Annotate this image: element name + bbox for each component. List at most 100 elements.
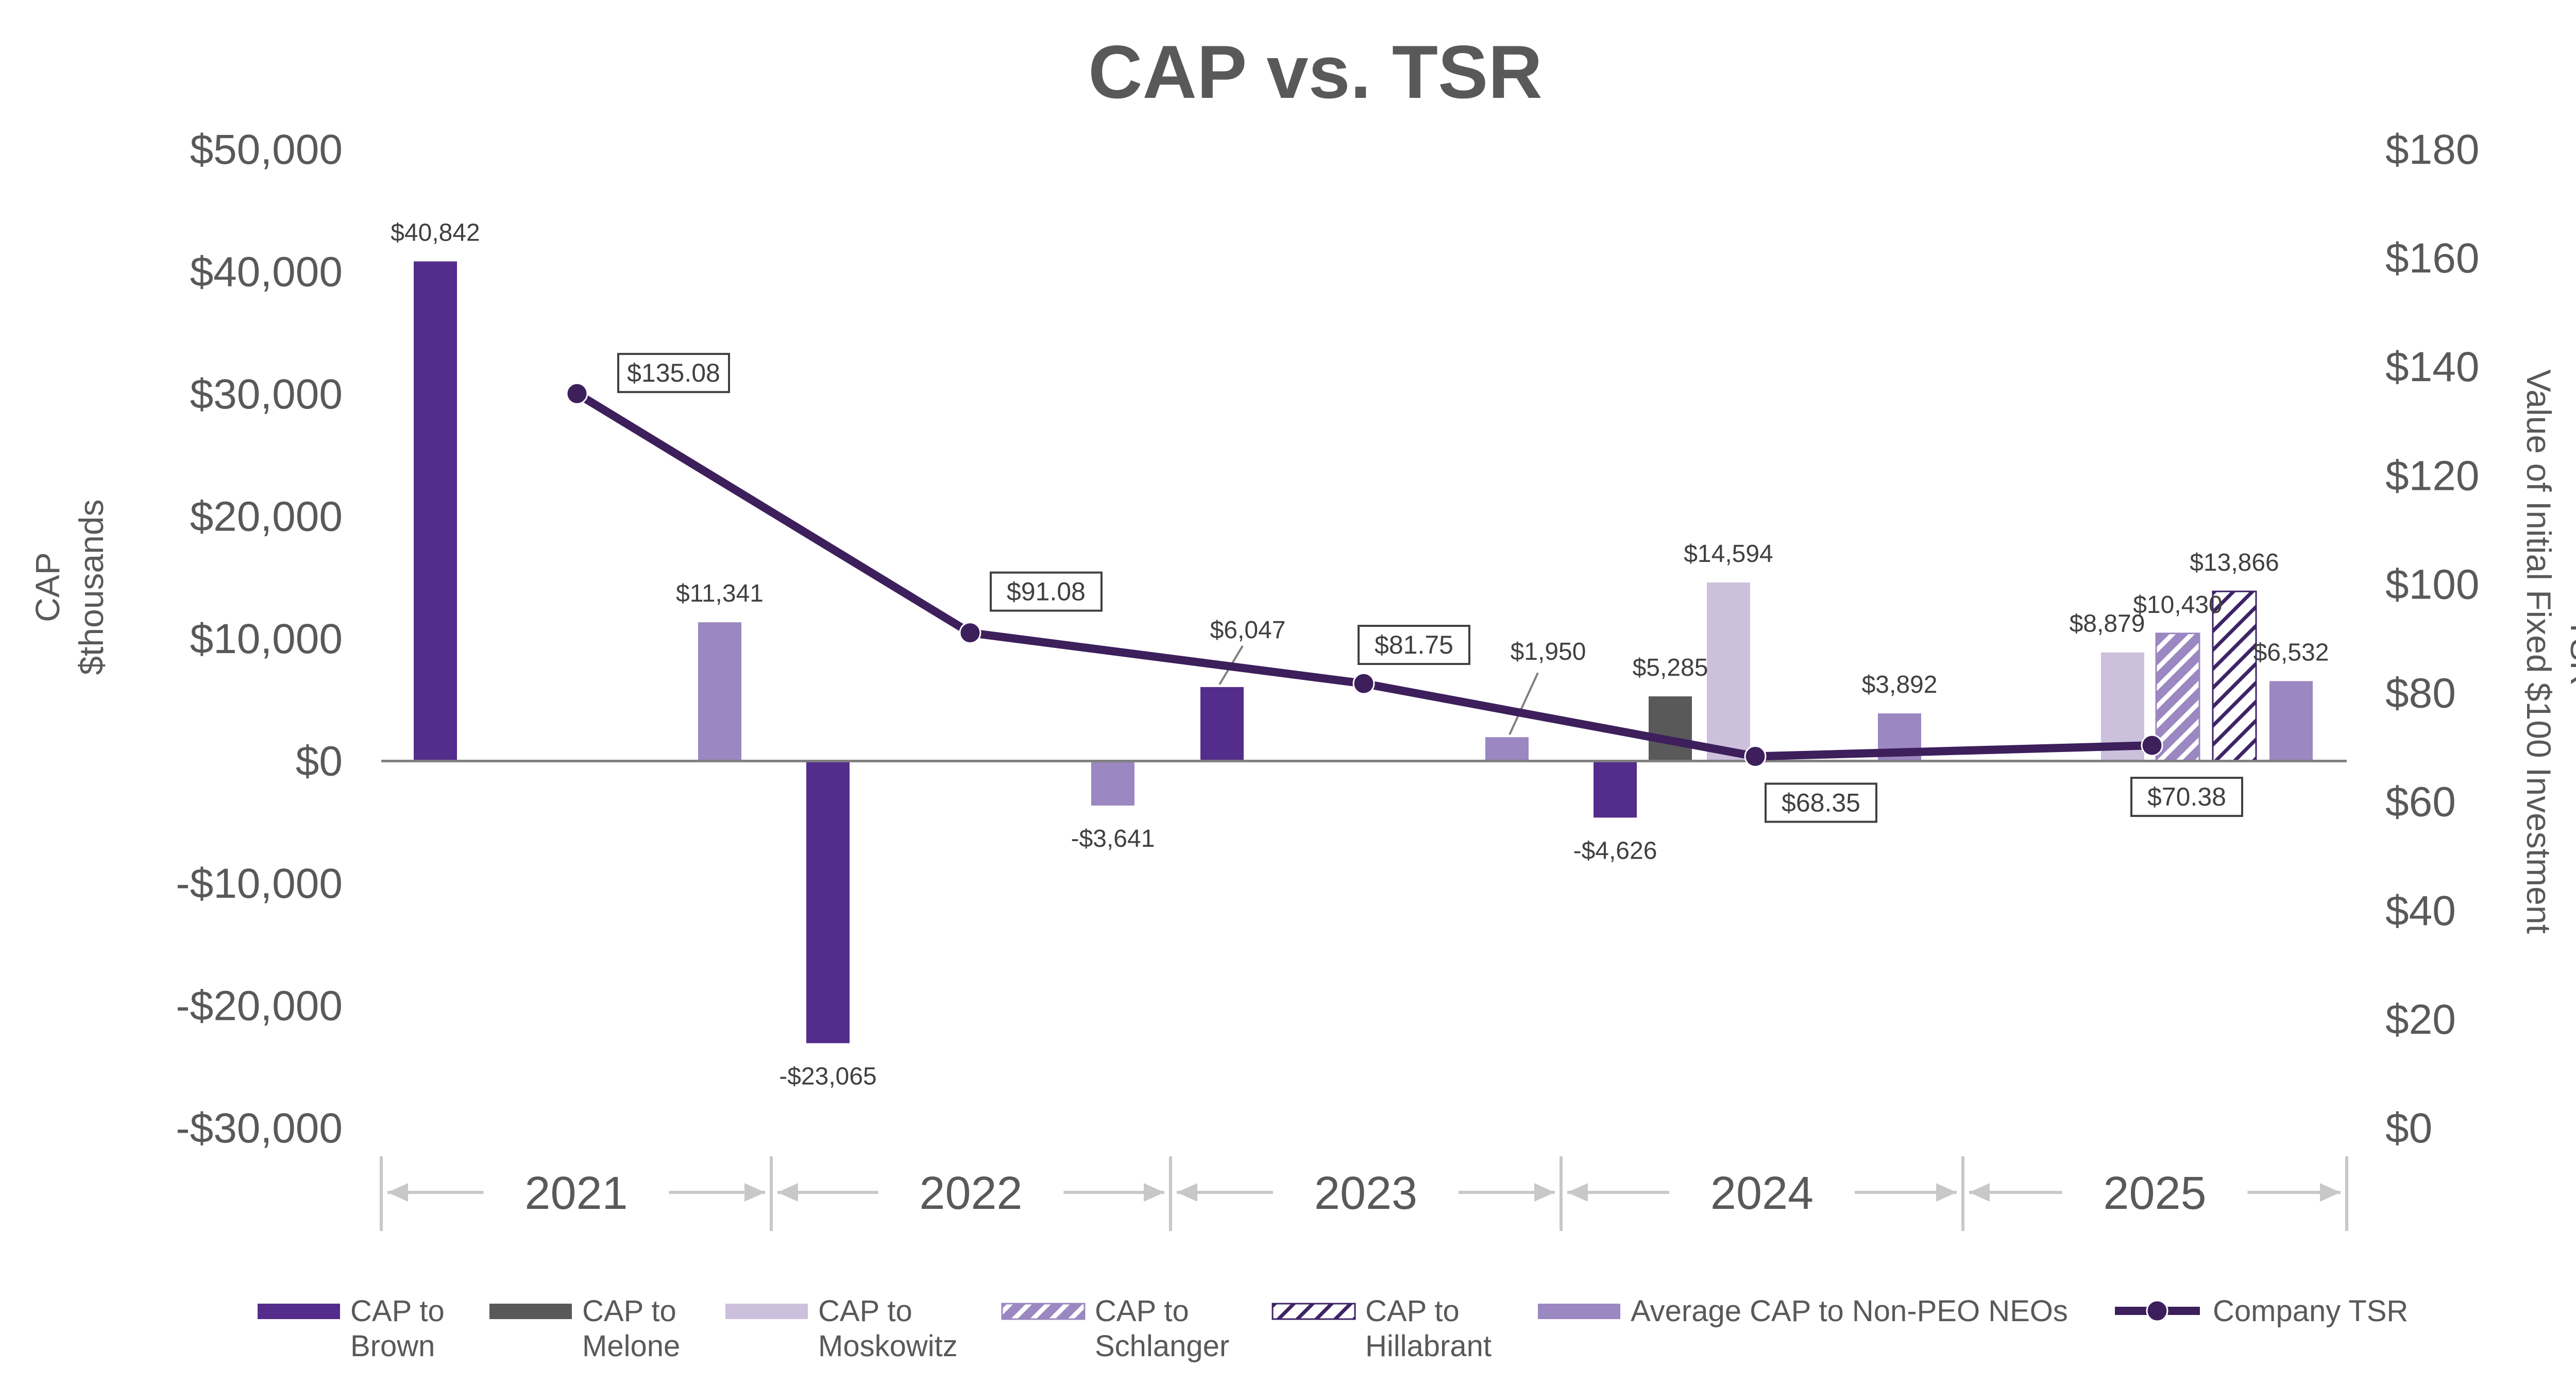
- left-axis-subtitle: $thousands: [72, 499, 110, 675]
- bar-data-label: -$3,641: [1071, 825, 1155, 852]
- legend-label-brown-line2: Brown: [350, 1329, 435, 1363]
- bar-data-label: $1,950: [1511, 638, 1586, 665]
- right-axis-ticks: $180 $160 $140 $120 $100 $80 $60 $40 $20 $0: [2385, 126, 2479, 1152]
- tsr-label-box: [990, 571, 1103, 612]
- right-tick-label: $140: [2385, 344, 2479, 390]
- left-axis-ticks: $50,000 $40,000 $30,000 $20,000 $10,000 $0 -$1…: [176, 126, 343, 1152]
- right-tick-label: $160: [2385, 235, 2479, 282]
- bar-data-label: $8,879: [2070, 610, 2145, 638]
- bar-data-label: $6,047: [1210, 617, 1286, 644]
- legend-swatch-nonpeo: [1538, 1304, 1620, 1319]
- bar-data-label: $11,341: [676, 580, 764, 607]
- bar-nonpeo-2023: [1485, 737, 1529, 761]
- year-axis: 2021 2022 2023 2024 2025: [380, 1156, 2348, 1231]
- year-label: 2024: [1710, 1168, 1814, 1219]
- right-tick-label: $20: [2385, 996, 2456, 1043]
- tsr-label-box: [1358, 625, 1470, 665]
- bar-data-label: $14,594: [1684, 540, 1773, 568]
- bar-data-label: $3,892: [1862, 671, 1938, 698]
- legend-label-nonpeo: Average CAP to Non-PEO NEOs: [1631, 1294, 2068, 1328]
- tsr-data-label: $135.08: [627, 358, 720, 387]
- year-arrowhead-left: [1567, 1183, 1588, 1202]
- bar-data-label: $13,866: [2190, 549, 2279, 576]
- bar-schlanger-2025: [2155, 633, 2200, 762]
- bar-data-label: $6,532: [2253, 639, 2329, 666]
- tsr-point-2025: [2141, 734, 2163, 757]
- chart-title: CAP vs. TSR: [1088, 30, 1543, 114]
- bar-brown-2021: [414, 261, 457, 761]
- left-axis-title: CAP: [28, 552, 66, 622]
- legend-swatch-melone: [489, 1304, 572, 1319]
- legend-label-schlanger: CAP to: [1095, 1294, 1189, 1328]
- tsr-data-label: $91.08: [1007, 577, 1086, 606]
- bar-data-label: $5,285: [1633, 654, 1708, 681]
- bar-data-label: -$4,626: [1573, 837, 1657, 864]
- year-label: 2022: [919, 1168, 1022, 1219]
- data-label-leader: [1509, 672, 1539, 736]
- right-tick-label: $60: [2385, 779, 2456, 826]
- legend-label-moskowitz: CAP to: [818, 1294, 912, 1328]
- bar-brown-2022: [806, 761, 850, 1044]
- left-tick-label: $30,000: [190, 371, 343, 418]
- legend-label-moskowitz-line2: Moskowitz: [818, 1329, 958, 1363]
- bar-moskowitz-2024: [1707, 582, 1750, 761]
- bar-series: [414, 261, 2313, 1044]
- tsr-line: [574, 390, 2153, 761]
- year-arrowhead-right: [744, 1183, 765, 1202]
- legend-label-melone: CAP to: [582, 1294, 676, 1328]
- left-tick-label: $40,000: [190, 249, 343, 296]
- year-arrowhead-left: [777, 1183, 798, 1202]
- right-tick-label: $120: [2385, 452, 2479, 499]
- right-axis-subtitle: Value of Initial Fixed $100 Investment: [2520, 369, 2558, 934]
- left-tick-label: -$10,000: [176, 860, 343, 907]
- tsr-point-2024: [1744, 745, 1767, 768]
- tsr-label-box: [617, 353, 730, 394]
- left-tick-label: -$20,000: [176, 983, 343, 1030]
- right-axis-title: TSR: [2564, 618, 2576, 686]
- right-tick-label: $80: [2385, 670, 2456, 717]
- bar-data-label: $10,430: [2133, 591, 2223, 619]
- year-arrowhead-right: [1144, 1183, 1164, 1202]
- left-tick-label: $50,000: [190, 126, 343, 173]
- legend-label-melone-line2: Melone: [582, 1329, 680, 1363]
- tsr-label-box: [1765, 782, 1877, 823]
- legend-swatch-brown: [258, 1304, 340, 1319]
- year-arrowhead-right: [2320, 1183, 2341, 1202]
- bar-brown-2024: [1594, 761, 1637, 818]
- legend-label-tsr: Company TSR: [2213, 1294, 2408, 1328]
- year-arrowhead-right: [1534, 1183, 1555, 1202]
- year-label: 2025: [2103, 1168, 2206, 1219]
- tsr-point-2021: [566, 382, 588, 405]
- right-tick-label: $100: [2385, 561, 2479, 608]
- left-tick-label: $0: [296, 738, 343, 785]
- legend-swatch-hillabrant: [1272, 1303, 1356, 1320]
- bar-nonpeo-2022: [1091, 761, 1134, 806]
- bar-melone-2024: [1649, 696, 1692, 761]
- tsr-data-label: $81.75: [1375, 630, 1453, 659]
- legend-label-hillabrant-line2: Hillabrant: [1365, 1329, 1492, 1363]
- year-arrowhead-left: [1177, 1183, 1197, 1202]
- tsr-data-label: $70.38: [2147, 782, 2226, 811]
- bar-data-label: $40,842: [391, 219, 480, 247]
- bar-brown-2023: [1200, 687, 1244, 761]
- legend-swatch-schlanger: [1001, 1303, 1086, 1320]
- tsr-data-label: $68.35: [1782, 789, 1860, 817]
- right-tick-label: $180: [2385, 126, 2479, 173]
- right-tick-label: $40: [2385, 887, 2456, 934]
- bar-nonpeo-2025: [2269, 681, 2313, 761]
- legend-label-schlanger-line2: Schlanger: [1095, 1329, 1229, 1363]
- tsr-label-box: [2130, 777, 2243, 817]
- year-label: 2023: [1314, 1168, 1417, 1219]
- legend-label-brown: CAP to: [350, 1294, 445, 1328]
- left-tick-label: $20,000: [190, 493, 343, 540]
- tsr-point-2023: [1352, 672, 1375, 695]
- left-tick-label: $10,000: [190, 616, 343, 662]
- year-arrowhead-left: [1969, 1183, 1990, 1202]
- legend-label-hillabrant: CAP to: [1365, 1294, 1460, 1328]
- legend-swatch-moskowitz: [725, 1304, 808, 1319]
- tsr-line-series: $135.08 $91.08 $81.75 $68.35 $70.38: [566, 353, 2243, 823]
- left-tick-label: -$30,000: [176, 1105, 343, 1152]
